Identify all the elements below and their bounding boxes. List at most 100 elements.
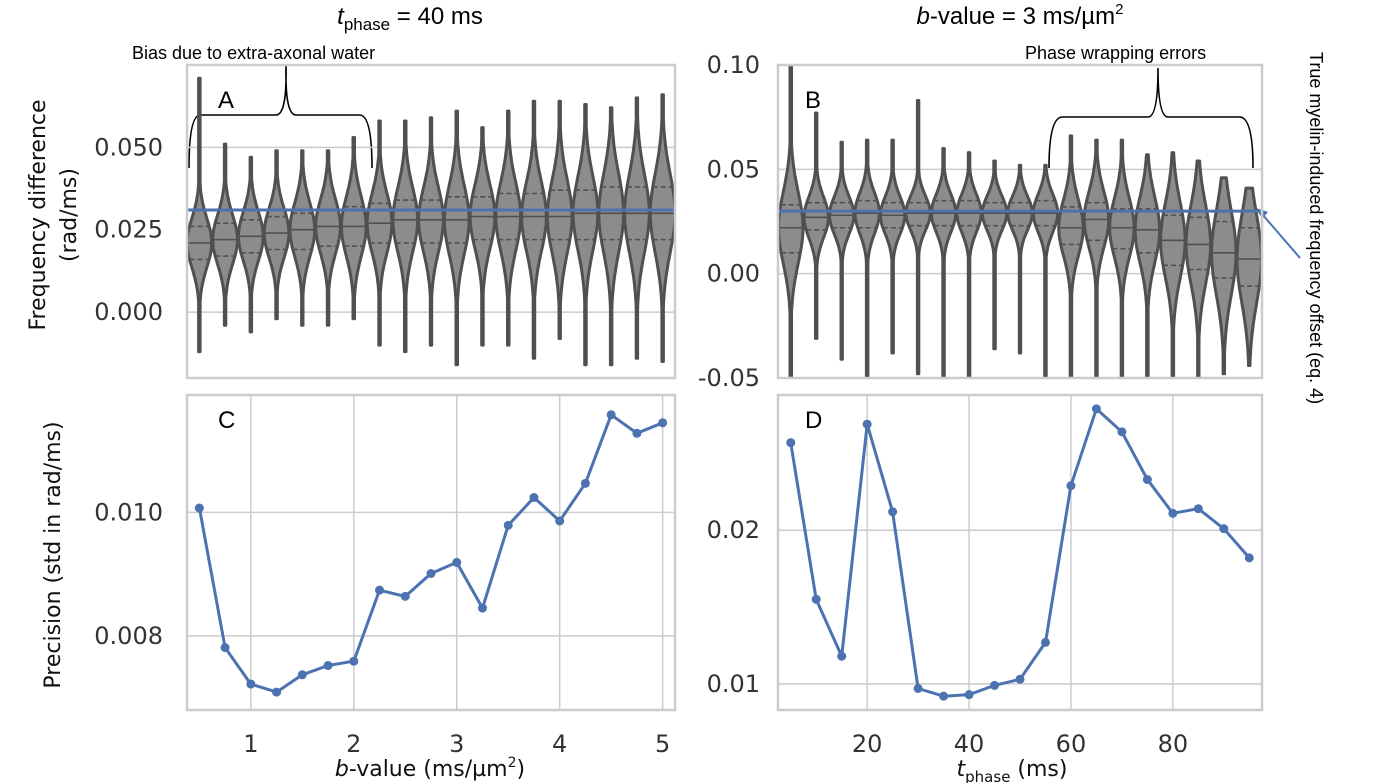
x-tick-label: 60 [1056,730,1087,758]
data-point [606,410,616,420]
x-tick-label: 20 [852,730,883,758]
data-point [1168,508,1178,518]
data-point [555,516,565,526]
data-point [220,643,230,653]
data-point [580,478,590,488]
y-tick-label: 0.010 [94,498,163,526]
panel-b: -0.05 0.00 0.05 0.10 B [698,51,1264,392]
data-point [811,594,821,604]
violin [597,106,625,367]
data-point [1066,481,1076,491]
x-tick-label: 40 [954,730,985,758]
panel-label: C [218,407,235,434]
data-point [272,687,282,697]
violin [1108,138,1136,378]
annotation-wrapping: Phase wrapping errors [1025,43,1206,63]
violins [778,65,1262,378]
axes-frame [776,393,1264,712]
y-tick-label: 0.050 [94,133,163,161]
violin [365,119,394,347]
violin [571,103,600,367]
x-tick-label: 2 [346,730,361,758]
data-point [1193,504,1203,514]
data-point [913,683,923,693]
precision-line [789,407,1251,698]
data-point [1040,637,1050,647]
violin [778,65,805,378]
violin [1082,138,1111,378]
panel-a: 0.000 0.025 0.050 A [94,63,677,380]
violin [878,138,907,355]
xlabel-left: b-value (ms/µm2) [335,755,525,782]
data-point [1015,674,1025,684]
violin [545,99,574,340]
violin [955,151,983,378]
violin [828,140,856,361]
ylabel-top-line1: Frequency difference [26,99,51,330]
y-tick-label: -0.05 [698,364,760,392]
data-point [939,691,949,701]
data-point [323,661,333,671]
annotation-bias: Bias due to extra-axonal water [132,43,375,63]
y-tick-label: 0.02 [707,516,760,544]
violin [1133,153,1162,378]
x-tick-label: 4 [552,730,567,758]
data-point [452,557,462,567]
data-point [862,419,872,429]
violin [623,96,651,360]
brace-bias [188,65,373,169]
violin [520,99,548,360]
violin [262,149,291,321]
violin [417,116,445,347]
data-point [786,438,796,448]
violin [314,149,342,327]
x-tick-label: 80 [1158,730,1189,758]
data-point [426,569,436,578]
data-point [658,418,668,428]
violin [1057,134,1085,378]
violin [391,119,420,354]
arrow-true-offset [1261,213,1301,259]
violin [468,126,497,347]
violin [187,76,214,354]
violin [494,109,523,347]
data-point [888,507,898,517]
y-tick-label: 0.025 [94,216,163,244]
violin [237,155,265,334]
data-point [297,670,307,680]
data-point [1117,427,1127,437]
panel-label: A [218,87,234,114]
xlabel-right: tphase (ms) [957,757,1068,783]
annotation-true-offset: True myelin-induced frequency offset (eq… [1306,52,1326,404]
data-point [990,680,1000,690]
violin [339,136,368,321]
panel-label: B [805,87,821,114]
data-point [477,603,487,613]
brace-wrapping [1048,67,1254,169]
data-point [1142,475,1152,485]
axes-frame [185,63,677,380]
y-tick-label: 0.05 [707,155,760,183]
data-point [400,591,410,601]
axes-frame [185,393,677,712]
data-point [1091,404,1101,414]
data-point [194,503,204,513]
violin [1210,176,1238,376]
x-tick-label: 5 [655,730,670,758]
violin [442,109,471,367]
y-tick-label: 0.000 [94,298,163,326]
data-point [349,656,359,666]
violin [211,142,239,327]
violin [929,147,958,378]
violin [288,149,317,327]
data-point [503,520,513,530]
data-point [375,585,385,595]
violin [980,159,1009,351]
data-point [529,493,539,503]
y-tick-label: 0.00 [707,260,760,288]
y-tick-label: 0.01 [707,670,760,698]
axes-frame [776,63,1264,380]
data-point [837,651,847,661]
violin [853,138,881,378]
